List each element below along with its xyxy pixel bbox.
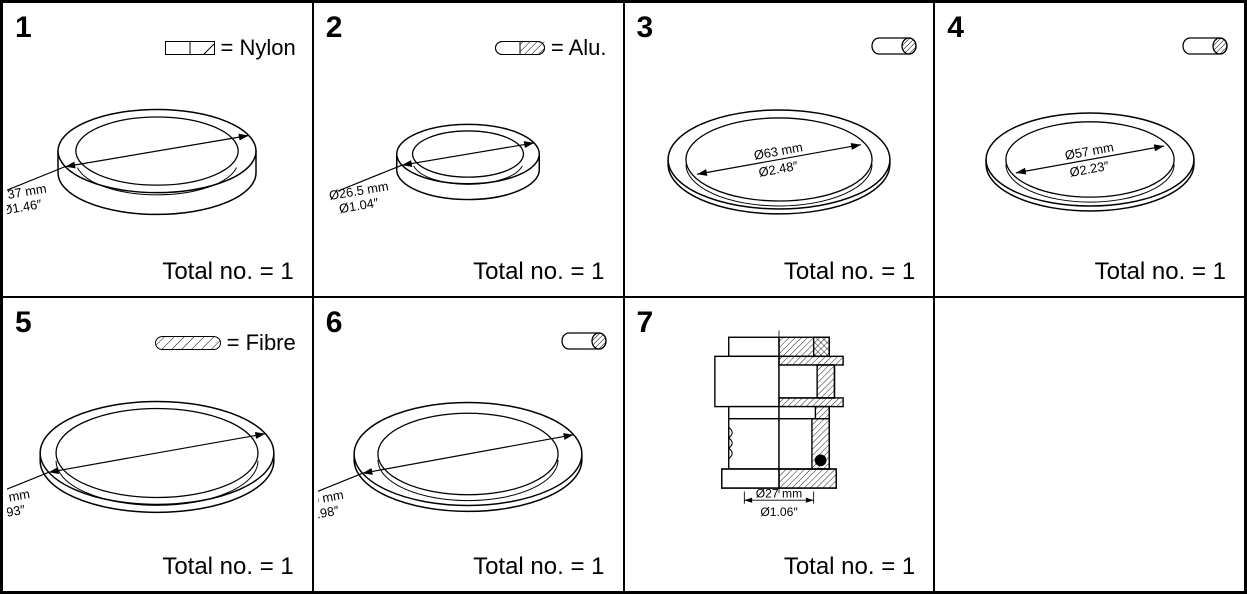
total-count: Total no. = 1 [473,553,604,581]
cell-number: 4 [947,11,964,45]
svg-text:Ø1.98″: Ø1.98″ [318,503,340,525]
total-count: Total no. = 1 [784,553,915,581]
part-cell: 5= Fibre Ø75 mm Ø2.93″ Total no. = 1 [2,297,313,592]
part-cell: 3 Ø63 mm Ø2.48″ Total no. = 1 [624,2,935,297]
svg-text:Ø27 mm: Ø27 mm [756,486,803,500]
part-cell: 1= Nylon Ø37 mm Ø1.46″ Total no. = 1 [2,2,313,297]
svg-text:Ø1.06″: Ø1.06″ [760,504,798,518]
part-drawing: Ø26.5 mm Ø1.04″ [314,58,623,256]
part-cell: 2= Alu. Ø26.5 mm Ø1.04″ Total no. = 1 [313,2,624,297]
part-drawing: Ø27 mm Ø1.06″ [625,304,934,555]
cell-number: 2 [326,11,343,45]
cell-number: 5 [15,306,32,340]
total-count: Total no. = 1 [162,553,293,581]
part-drawing: Ø75 mm Ø2.93″ [3,353,312,551]
part-cell: 6 Ø50 mm Ø1.98″ Total no. = 1 [313,297,624,592]
part-drawing: Ø50 mm Ø1.98″ [314,353,623,551]
cell-number: 3 [637,11,654,45]
part-cell [934,297,1245,592]
part-drawing: Ø37 mm Ø1.46″ [3,58,312,256]
total-count: Total no. = 1 [1095,258,1226,286]
total-count: Total no. = 1 [162,258,293,286]
total-count: Total no. = 1 [473,258,604,286]
parts-grid: 1= Nylon Ø37 mm Ø1.46″ Total no. = 12= A… [0,0,1247,594]
svg-text:Ø2.93″: Ø2.93″ [7,502,27,524]
cell-number: 1 [15,11,32,45]
part-drawing: Ø57 mm Ø2.23″ [935,58,1244,256]
cell-number: 6 [326,306,343,340]
part-cell: 7 Ø27 mm Ø1.06″ Total no. = 1 [624,297,935,592]
part-cell: 4 Ø57 mm Ø2.23″ Total no. = 1 [934,2,1245,297]
total-count: Total no. = 1 [784,258,915,286]
part-drawing: Ø63 mm Ø2.48″ [625,58,934,256]
